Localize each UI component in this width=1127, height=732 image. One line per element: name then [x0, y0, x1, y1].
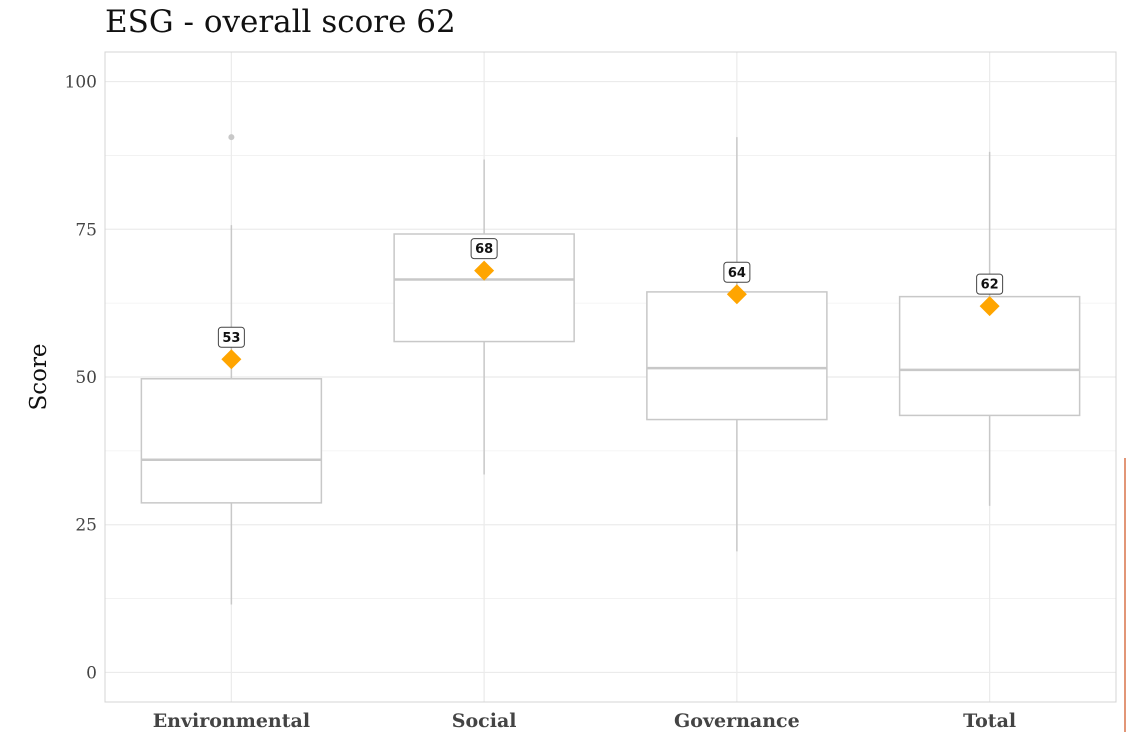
box-iqr — [898, 295, 1081, 417]
y-tick-label: 75 — [75, 220, 97, 240]
box-environmental — [140, 134, 323, 605]
marker-social: 68 — [470, 238, 498, 281]
x-tick-label: Governance — [674, 710, 800, 732]
score-label: 53 — [222, 331, 240, 346]
score-diamond — [221, 349, 242, 370]
score-markers: 53 68 64 62 — [217, 238, 1004, 370]
score-label-box — [470, 238, 498, 260]
score-diamond — [474, 260, 495, 281]
score-label-box — [723, 261, 751, 283]
chart-title: ESG - overall score 62 — [105, 4, 456, 40]
x-tick-label: Social — [452, 710, 517, 732]
outlier-point — [228, 134, 235, 141]
marker-total: 62 — [976, 273, 1004, 317]
y-tick-label: 25 — [75, 516, 97, 536]
y-axis-title: Score — [26, 343, 52, 410]
marker-environmental: 53 — [217, 326, 245, 370]
panel-border — [104, 51, 1117, 703]
score-label: 68 — [475, 242, 493, 257]
y-axis-ticks: 0 25 50 75 100 — [65, 73, 97, 684]
score-label: 64 — [728, 266, 746, 281]
score-label-box — [217, 326, 245, 348]
y-tick-label: 50 — [75, 368, 97, 388]
y-tick-label: 0 — [86, 663, 97, 683]
box-series — [140, 134, 1081, 605]
score-label-box — [976, 273, 1004, 295]
x-tick-label: Environmental — [153, 710, 310, 732]
y-tick-label: 100 — [65, 73, 97, 93]
box-iqr — [646, 291, 828, 421]
box-total — [898, 151, 1081, 506]
x-tick-label: Total — [963, 710, 1016, 732]
marker-governance: 64 — [723, 261, 751, 305]
box-iqr — [140, 378, 323, 504]
x-axis-ticks: Environmental Social Governance Total — [153, 710, 1016, 732]
score-label: 62 — [981, 278, 999, 293]
box-social — [393, 159, 575, 475]
score-diamond — [726, 284, 747, 305]
box-governance — [646, 137, 828, 552]
score-diamond — [979, 296, 1000, 317]
